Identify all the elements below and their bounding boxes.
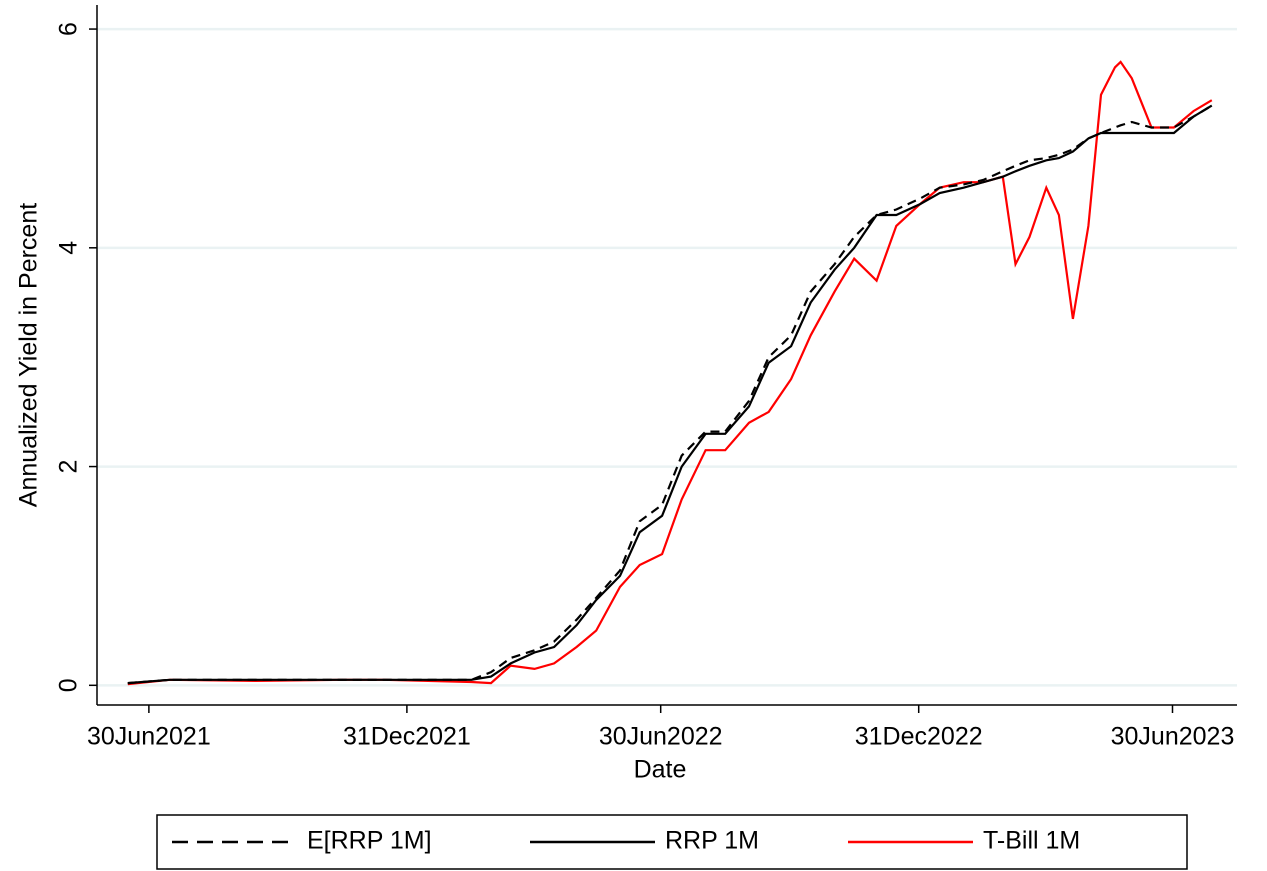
legend-label: T-Bill 1M	[983, 827, 1080, 855]
y-tick-label: 4	[55, 241, 83, 255]
x-tick-label: 30Jun2023	[1111, 723, 1235, 751]
legend-box	[156, 814, 1188, 870]
y-tick-label: 2	[55, 460, 83, 474]
legend-label: RRP 1M	[665, 827, 759, 855]
x-tick-label: 31Dec2021	[343, 723, 471, 751]
x-tick-label: 30Jun2022	[599, 723, 723, 751]
legend-label: E[RRP 1M]	[307, 827, 432, 855]
line	[127, 104, 1213, 685]
line	[127, 60, 1213, 686]
y-tick-label: 0	[55, 678, 83, 692]
y-tick-label: 6	[55, 22, 83, 36]
x-axis-label: Date	[634, 756, 687, 784]
y-axis-label: Annualized Yield in Percent	[15, 203, 43, 507]
x-tick-label: 31Dec2022	[855, 723, 983, 751]
x-tick-label: 30Jun2021	[87, 723, 211, 751]
